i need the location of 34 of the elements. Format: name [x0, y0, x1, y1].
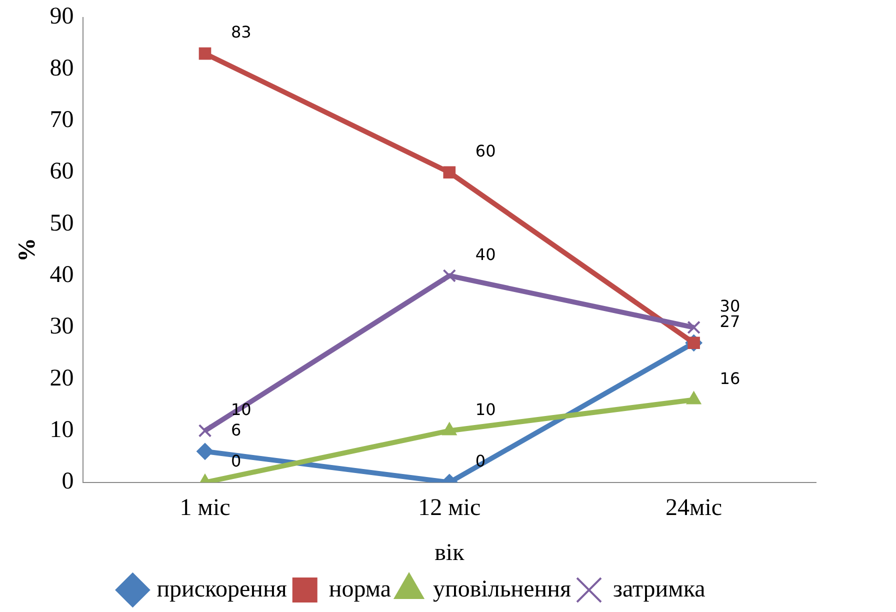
data-label: 83	[231, 22, 252, 42]
y-tick-label: 40	[50, 262, 74, 288]
y-axis-title: %	[14, 238, 41, 262]
point	[687, 320, 700, 334]
y-tick-label: 60	[50, 158, 74, 185]
x-tick-label: 1 міс	[180, 495, 230, 522]
y-tick-label: 90	[50, 4, 74, 30]
y-tick-label: 50	[50, 210, 74, 236]
x-axis-title: вік	[434, 540, 465, 566]
legend-label: прискорення	[156, 576, 287, 602]
x-tick-label: 24міс	[666, 495, 722, 522]
point	[198, 424, 212, 438]
data-label: 40	[475, 244, 496, 264]
data-label: 6	[231, 420, 242, 440]
data-label: 10	[475, 400, 496, 419]
point	[443, 166, 456, 179]
y-tick-label: 10	[50, 417, 74, 444]
point	[442, 422, 457, 436]
x-tick-label: 12 міс	[418, 495, 481, 522]
y-tick-label: 0	[62, 468, 74, 495]
y-tick-label: 80	[50, 55, 74, 82]
point	[196, 442, 214, 460]
point	[442, 269, 456, 282]
point	[198, 47, 212, 60]
data-label: 16	[720, 368, 740, 388]
legend-label: норма	[328, 576, 392, 602]
y-tick-label: 70	[50, 107, 74, 134]
data-label: 0	[231, 452, 242, 471]
legend-label: уповільнення	[433, 576, 572, 602]
point	[686, 391, 702, 404]
y-tick-label: 30	[50, 314, 74, 340]
y-tick-label: 20	[50, 365, 74, 392]
legend-label: затримка	[613, 576, 706, 602]
data-label: 60	[475, 142, 496, 161]
